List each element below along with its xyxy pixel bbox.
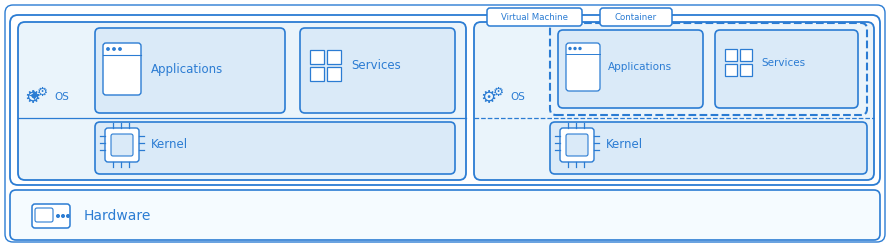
Text: OS: OS xyxy=(54,92,69,102)
Text: Services: Services xyxy=(761,58,805,67)
FancyBboxPatch shape xyxy=(18,22,466,180)
Bar xyxy=(310,50,324,64)
FancyBboxPatch shape xyxy=(105,128,139,162)
FancyBboxPatch shape xyxy=(566,43,600,91)
Text: Applications: Applications xyxy=(151,62,223,76)
Text: ⚙: ⚙ xyxy=(480,89,496,107)
Text: Kernel: Kernel xyxy=(606,139,643,151)
FancyBboxPatch shape xyxy=(560,128,594,162)
FancyBboxPatch shape xyxy=(715,30,858,108)
FancyBboxPatch shape xyxy=(32,204,70,228)
Bar xyxy=(725,49,737,61)
FancyBboxPatch shape xyxy=(95,28,285,113)
Circle shape xyxy=(107,48,109,50)
Text: Services: Services xyxy=(351,59,400,72)
FancyBboxPatch shape xyxy=(10,15,880,185)
Text: Hardware: Hardware xyxy=(84,209,151,223)
FancyBboxPatch shape xyxy=(300,28,455,113)
Circle shape xyxy=(118,48,121,50)
Bar xyxy=(310,67,324,81)
Bar xyxy=(725,64,737,76)
FancyBboxPatch shape xyxy=(35,208,53,222)
FancyBboxPatch shape xyxy=(550,23,867,115)
Circle shape xyxy=(57,215,60,217)
Text: ⚙: ⚙ xyxy=(492,85,504,99)
FancyBboxPatch shape xyxy=(566,134,588,156)
Bar xyxy=(327,50,341,64)
Circle shape xyxy=(67,215,69,217)
FancyBboxPatch shape xyxy=(5,5,885,242)
FancyBboxPatch shape xyxy=(474,22,874,180)
FancyBboxPatch shape xyxy=(10,190,880,240)
FancyBboxPatch shape xyxy=(550,122,867,174)
FancyBboxPatch shape xyxy=(111,134,133,156)
Bar xyxy=(740,49,752,61)
Text: Virtual Machine: Virtual Machine xyxy=(501,13,568,21)
FancyBboxPatch shape xyxy=(600,8,672,26)
Bar xyxy=(327,67,341,81)
Bar xyxy=(740,64,752,76)
Text: OS: OS xyxy=(510,92,525,102)
Text: Container: Container xyxy=(615,13,657,21)
Circle shape xyxy=(61,215,64,217)
Circle shape xyxy=(569,47,571,49)
Text: ⚙: ⚙ xyxy=(24,89,40,107)
FancyBboxPatch shape xyxy=(103,43,141,95)
FancyBboxPatch shape xyxy=(487,8,582,26)
FancyBboxPatch shape xyxy=(558,30,703,108)
Circle shape xyxy=(579,47,581,49)
Text: Applications: Applications xyxy=(608,62,672,72)
Circle shape xyxy=(574,47,576,49)
Circle shape xyxy=(113,48,115,50)
Text: Kernel: Kernel xyxy=(151,139,188,151)
Text: ✦: ✦ xyxy=(28,88,40,103)
Text: ⚙: ⚙ xyxy=(36,85,48,99)
FancyBboxPatch shape xyxy=(95,122,455,174)
